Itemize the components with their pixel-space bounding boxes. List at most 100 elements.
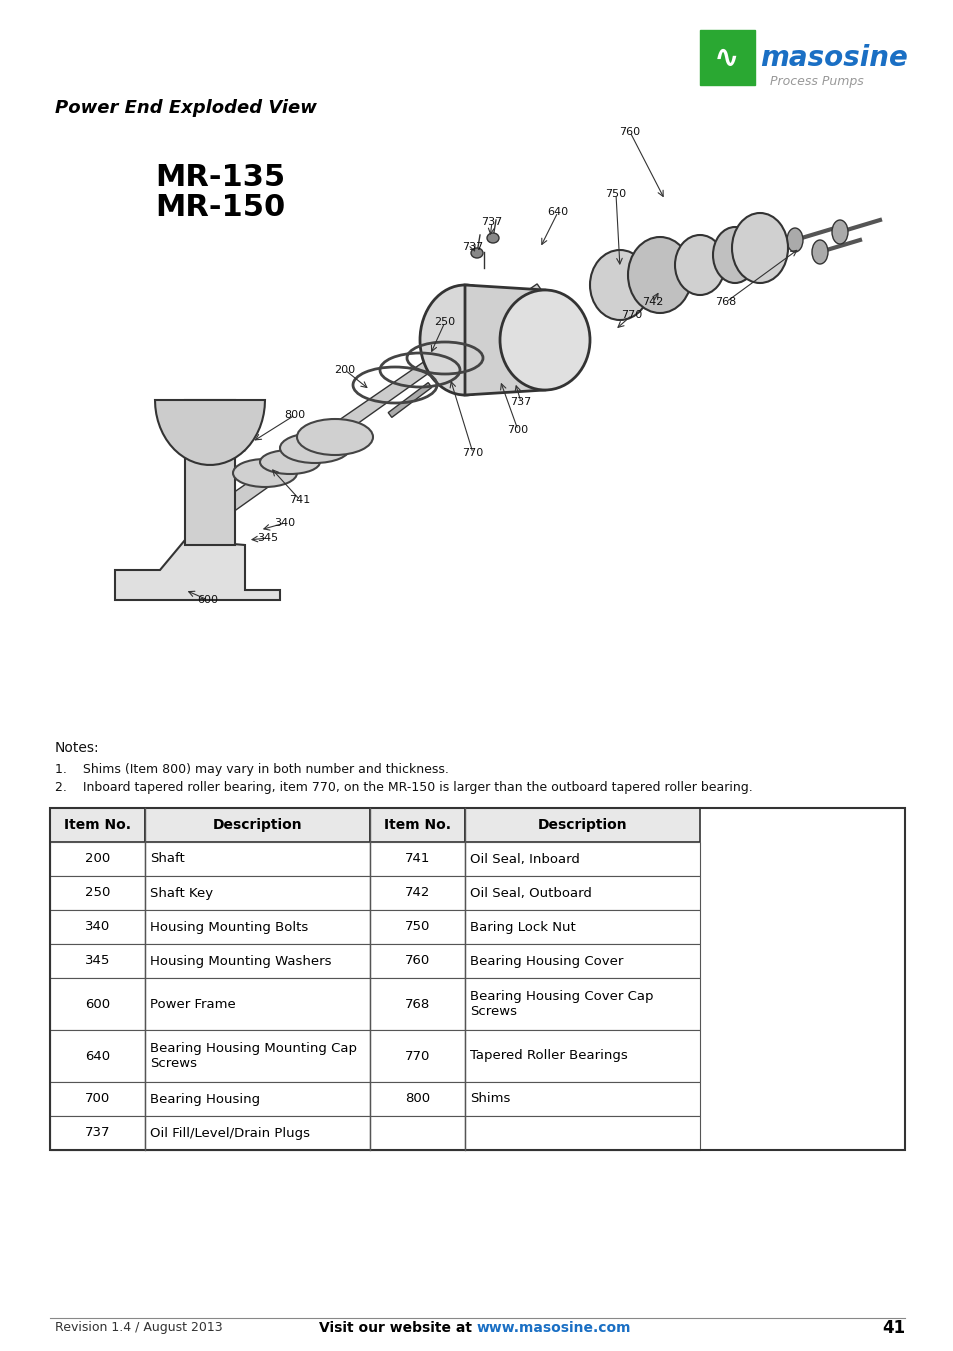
- Text: 41: 41: [881, 1319, 904, 1337]
- Text: 700: 700: [507, 426, 528, 435]
- Text: 750: 750: [605, 189, 626, 199]
- Polygon shape: [464, 285, 544, 394]
- Bar: [464, 875, 700, 911]
- Text: Housing Mounting Bolts: Housing Mounting Bolts: [150, 920, 308, 934]
- Ellipse shape: [419, 285, 510, 394]
- Ellipse shape: [471, 249, 482, 258]
- Ellipse shape: [627, 236, 691, 313]
- Text: Description: Description: [537, 817, 627, 832]
- Bar: [145, 978, 370, 1029]
- Text: 640: 640: [547, 207, 568, 218]
- Bar: [464, 808, 700, 842]
- Text: Item No.: Item No.: [64, 817, 131, 832]
- Text: 340: 340: [274, 517, 295, 528]
- Bar: [50, 842, 145, 875]
- Bar: [464, 911, 700, 944]
- Bar: [145, 944, 370, 978]
- Text: 741: 741: [404, 852, 430, 866]
- Bar: [145, 842, 370, 875]
- Bar: [700, 30, 754, 85]
- Text: ∿: ∿: [714, 43, 739, 73]
- Bar: [50, 1082, 145, 1116]
- Bar: [370, 911, 464, 944]
- Text: Notes:: Notes:: [55, 740, 99, 755]
- Text: MR-150: MR-150: [154, 193, 285, 223]
- Text: 200: 200: [85, 852, 110, 866]
- Text: 345: 345: [257, 534, 278, 543]
- Text: Shaft: Shaft: [150, 852, 185, 866]
- Text: 700: 700: [85, 1093, 110, 1105]
- Text: Description: Description: [213, 817, 302, 832]
- Text: 345: 345: [85, 955, 111, 967]
- Text: 340: 340: [85, 920, 110, 934]
- Ellipse shape: [296, 419, 373, 455]
- Text: 750: 750: [404, 920, 430, 934]
- Bar: [50, 911, 145, 944]
- Bar: [464, 842, 700, 875]
- Text: MR-135: MR-135: [154, 163, 285, 192]
- Text: Oil Seal, Outboard: Oil Seal, Outboard: [470, 886, 591, 900]
- Text: 760: 760: [404, 955, 430, 967]
- Text: 770: 770: [620, 309, 642, 320]
- Text: Shaft Key: Shaft Key: [150, 886, 213, 900]
- Text: Bearing Housing: Bearing Housing: [150, 1093, 260, 1105]
- Bar: [145, 1029, 370, 1082]
- Text: Bearing Housing Cover: Bearing Housing Cover: [470, 955, 622, 967]
- Ellipse shape: [486, 232, 498, 243]
- Bar: [145, 808, 370, 842]
- Text: Tapered Roller Bearings: Tapered Roller Bearings: [470, 1050, 627, 1062]
- Bar: [145, 911, 370, 944]
- Bar: [145, 1116, 370, 1150]
- Text: 742: 742: [641, 297, 663, 307]
- Polygon shape: [388, 382, 432, 417]
- Text: 250: 250: [85, 886, 111, 900]
- Text: Oil Seal, Inboard: Oil Seal, Inboard: [470, 852, 579, 866]
- Text: 2.    Inboard tapered roller bearing, item 770, on the MR-150 is larger than the: 2. Inboard tapered roller bearing, item …: [55, 781, 752, 794]
- Polygon shape: [154, 400, 265, 465]
- Bar: [50, 978, 145, 1029]
- Bar: [50, 808, 904, 1150]
- Bar: [370, 1029, 464, 1082]
- Text: Shims: Shims: [470, 1093, 510, 1105]
- Bar: [145, 875, 370, 911]
- Bar: [370, 808, 464, 842]
- Ellipse shape: [280, 434, 350, 463]
- Text: 737: 737: [85, 1127, 111, 1139]
- Text: 742: 742: [404, 886, 430, 900]
- Bar: [464, 1029, 700, 1082]
- Text: 737: 737: [481, 218, 502, 227]
- Bar: [370, 875, 464, 911]
- Text: 200: 200: [335, 365, 355, 376]
- Text: Housing Mounting Washers: Housing Mounting Washers: [150, 955, 331, 967]
- Bar: [464, 1116, 700, 1150]
- Text: masosine: masosine: [760, 45, 907, 72]
- Text: Item No.: Item No.: [384, 817, 451, 832]
- Text: 768: 768: [715, 297, 736, 307]
- Bar: [50, 808, 145, 842]
- Text: 600: 600: [197, 594, 218, 605]
- Text: 600: 600: [85, 997, 110, 1011]
- Text: 760: 760: [618, 127, 639, 136]
- Bar: [370, 944, 464, 978]
- Polygon shape: [115, 540, 280, 600]
- Bar: [145, 1082, 370, 1116]
- Polygon shape: [211, 284, 542, 521]
- Ellipse shape: [260, 450, 319, 474]
- Text: www.masosine.com: www.masosine.com: [476, 1321, 631, 1335]
- Ellipse shape: [731, 213, 787, 282]
- Bar: [370, 842, 464, 875]
- Text: 800: 800: [404, 1093, 430, 1105]
- Ellipse shape: [811, 240, 827, 263]
- Bar: [464, 1082, 700, 1116]
- Bar: [370, 1082, 464, 1116]
- Bar: [370, 1116, 464, 1150]
- Text: Baring Lock Nut: Baring Lock Nut: [470, 920, 576, 934]
- Text: 1.    Shims (Item 800) may vary in both number and thickness.: 1. Shims (Item 800) may vary in both num…: [55, 763, 449, 777]
- Text: Visit our website at: Visit our website at: [319, 1321, 476, 1335]
- Ellipse shape: [499, 290, 589, 390]
- Text: 250: 250: [434, 317, 456, 327]
- Text: 737: 737: [510, 397, 531, 407]
- Text: 737: 737: [462, 242, 483, 253]
- Bar: [50, 1029, 145, 1082]
- Ellipse shape: [589, 250, 649, 320]
